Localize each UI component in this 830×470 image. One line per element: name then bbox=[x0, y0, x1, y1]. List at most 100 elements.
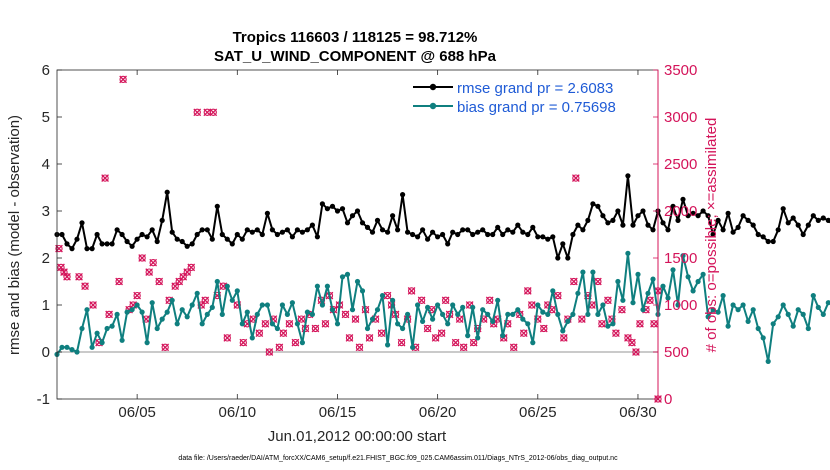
obs-count-marker bbox=[355, 343, 364, 352]
obs-count-marker bbox=[279, 329, 288, 338]
bias-data-point bbox=[254, 311, 260, 317]
obs-count-marker bbox=[485, 296, 494, 305]
bias-data-point bbox=[104, 325, 110, 332]
obs-count-marker bbox=[431, 334, 440, 342]
obs-count-marker bbox=[578, 315, 586, 323]
obs-count-marker bbox=[261, 319, 270, 328]
rmse-data-point bbox=[540, 234, 546, 240]
bias-data-point bbox=[580, 269, 586, 275]
bias-data-point bbox=[364, 325, 371, 332]
bias-data-point bbox=[765, 358, 771, 364]
x-tick-label: 06/05 bbox=[118, 404, 156, 421]
rmse-data-point bbox=[525, 231, 531, 238]
bias-data-point bbox=[620, 297, 626, 303]
bias-data-point bbox=[560, 328, 566, 334]
obs-count-marker bbox=[133, 291, 141, 300]
rmse-data-point bbox=[425, 236, 431, 242]
rmse-data-point bbox=[334, 208, 341, 214]
rmse-data-point bbox=[319, 201, 325, 207]
bias-data-point bbox=[184, 314, 190, 320]
bias-data-point bbox=[109, 323, 115, 329]
rmse-data-point bbox=[79, 220, 85, 226]
rmse-data-point bbox=[665, 227, 671, 233]
obs-count-marker bbox=[75, 272, 83, 281]
rmse-data-point bbox=[720, 227, 726, 233]
obs-count-marker bbox=[285, 319, 294, 328]
obs-count-marker bbox=[437, 329, 446, 338]
left-y-tick-label: 6 bbox=[42, 62, 50, 79]
bias-data-point bbox=[349, 307, 356, 313]
rmse-data-point bbox=[179, 238, 185, 245]
chart-title-line2: SAT_U_WIND_COMPONENT @ 688 hPa bbox=[214, 48, 497, 65]
rmse-data-point bbox=[299, 229, 305, 235]
bias-data-point bbox=[640, 307, 646, 313]
obs-count-marker bbox=[239, 338, 248, 347]
rmse-data-point bbox=[775, 227, 781, 233]
rmse-data-point bbox=[500, 231, 506, 238]
rmse-data-point bbox=[224, 236, 230, 242]
bias-data-point bbox=[815, 304, 821, 310]
bias-data-point bbox=[770, 321, 776, 327]
bias-data-point bbox=[585, 311, 591, 317]
obs-count-marker bbox=[527, 301, 536, 309]
bias-data-point bbox=[284, 311, 290, 317]
rmse-data-point bbox=[625, 173, 631, 179]
bias-data-point bbox=[660, 283, 666, 289]
bias-data-point bbox=[354, 278, 361, 285]
x-axis-label: Jun.01,2012 00:00:00 start bbox=[268, 428, 447, 445]
bias-data-point bbox=[515, 307, 521, 313]
obs-count-marker bbox=[291, 338, 300, 347]
bias-data-point bbox=[465, 333, 471, 339]
rmse-data-point bbox=[785, 220, 791, 226]
bias-data-point bbox=[119, 337, 125, 343]
rmse-data-point bbox=[219, 231, 225, 238]
bias-data-point bbox=[540, 309, 546, 315]
rmse-data-point bbox=[780, 206, 786, 212]
obs-count-marker bbox=[618, 305, 626, 314]
rmse-data-point bbox=[405, 229, 411, 235]
obs-count-marker bbox=[572, 174, 580, 182]
right-y-tick-label: 500 bbox=[664, 344, 689, 361]
rmse-data-point bbox=[169, 229, 175, 235]
obs-count-marker bbox=[265, 348, 274, 356]
bias-data-point bbox=[219, 311, 225, 317]
rmse-data-point bbox=[825, 217, 830, 223]
rmse-data-point bbox=[635, 213, 641, 219]
rmse-data-point bbox=[600, 213, 606, 219]
bias-data-point bbox=[635, 271, 641, 277]
rmse-data-point bbox=[715, 217, 721, 223]
obs-count-marker bbox=[138, 254, 147, 262]
bias-data-point bbox=[69, 347, 75, 353]
obs-count-marker bbox=[407, 287, 416, 295]
bias-data-point bbox=[495, 297, 501, 303]
right-y-tick-label: 2000 bbox=[664, 203, 697, 220]
rmse-data-point bbox=[124, 238, 130, 245]
bias-data-point bbox=[169, 297, 175, 303]
bias-data-point bbox=[630, 300, 636, 306]
rmse-data-point bbox=[695, 213, 701, 219]
legend-rmse-marker bbox=[429, 83, 437, 91]
rmse-data-point bbox=[730, 229, 736, 235]
rmse-data-point bbox=[209, 236, 215, 242]
rmse-data-point bbox=[349, 213, 356, 219]
rmse-data-point bbox=[605, 220, 611, 226]
bias-data-point bbox=[735, 307, 741, 313]
rmse-data-point bbox=[89, 246, 95, 252]
rmse-data-point bbox=[309, 222, 315, 228]
right-y-tick-label: 1000 bbox=[664, 297, 697, 314]
rmse-data-point bbox=[119, 231, 125, 238]
rmse-data-point bbox=[134, 236, 140, 242]
rmse-data-point bbox=[194, 231, 200, 238]
obs-count-marker bbox=[650, 319, 658, 328]
left-y-tick-label: 3 bbox=[42, 203, 50, 220]
bias-data-point bbox=[535, 302, 541, 308]
bias-data-point bbox=[595, 311, 601, 317]
rmse-data-point bbox=[560, 241, 566, 247]
obs-count-marker bbox=[365, 334, 374, 342]
rmse-data-point bbox=[645, 222, 651, 228]
rmse-data-point bbox=[790, 215, 796, 221]
left-y-tick-label: 5 bbox=[42, 109, 50, 126]
bias-data-point bbox=[610, 321, 616, 327]
bias-data-point bbox=[720, 293, 726, 299]
bias-data-point bbox=[134, 302, 140, 308]
